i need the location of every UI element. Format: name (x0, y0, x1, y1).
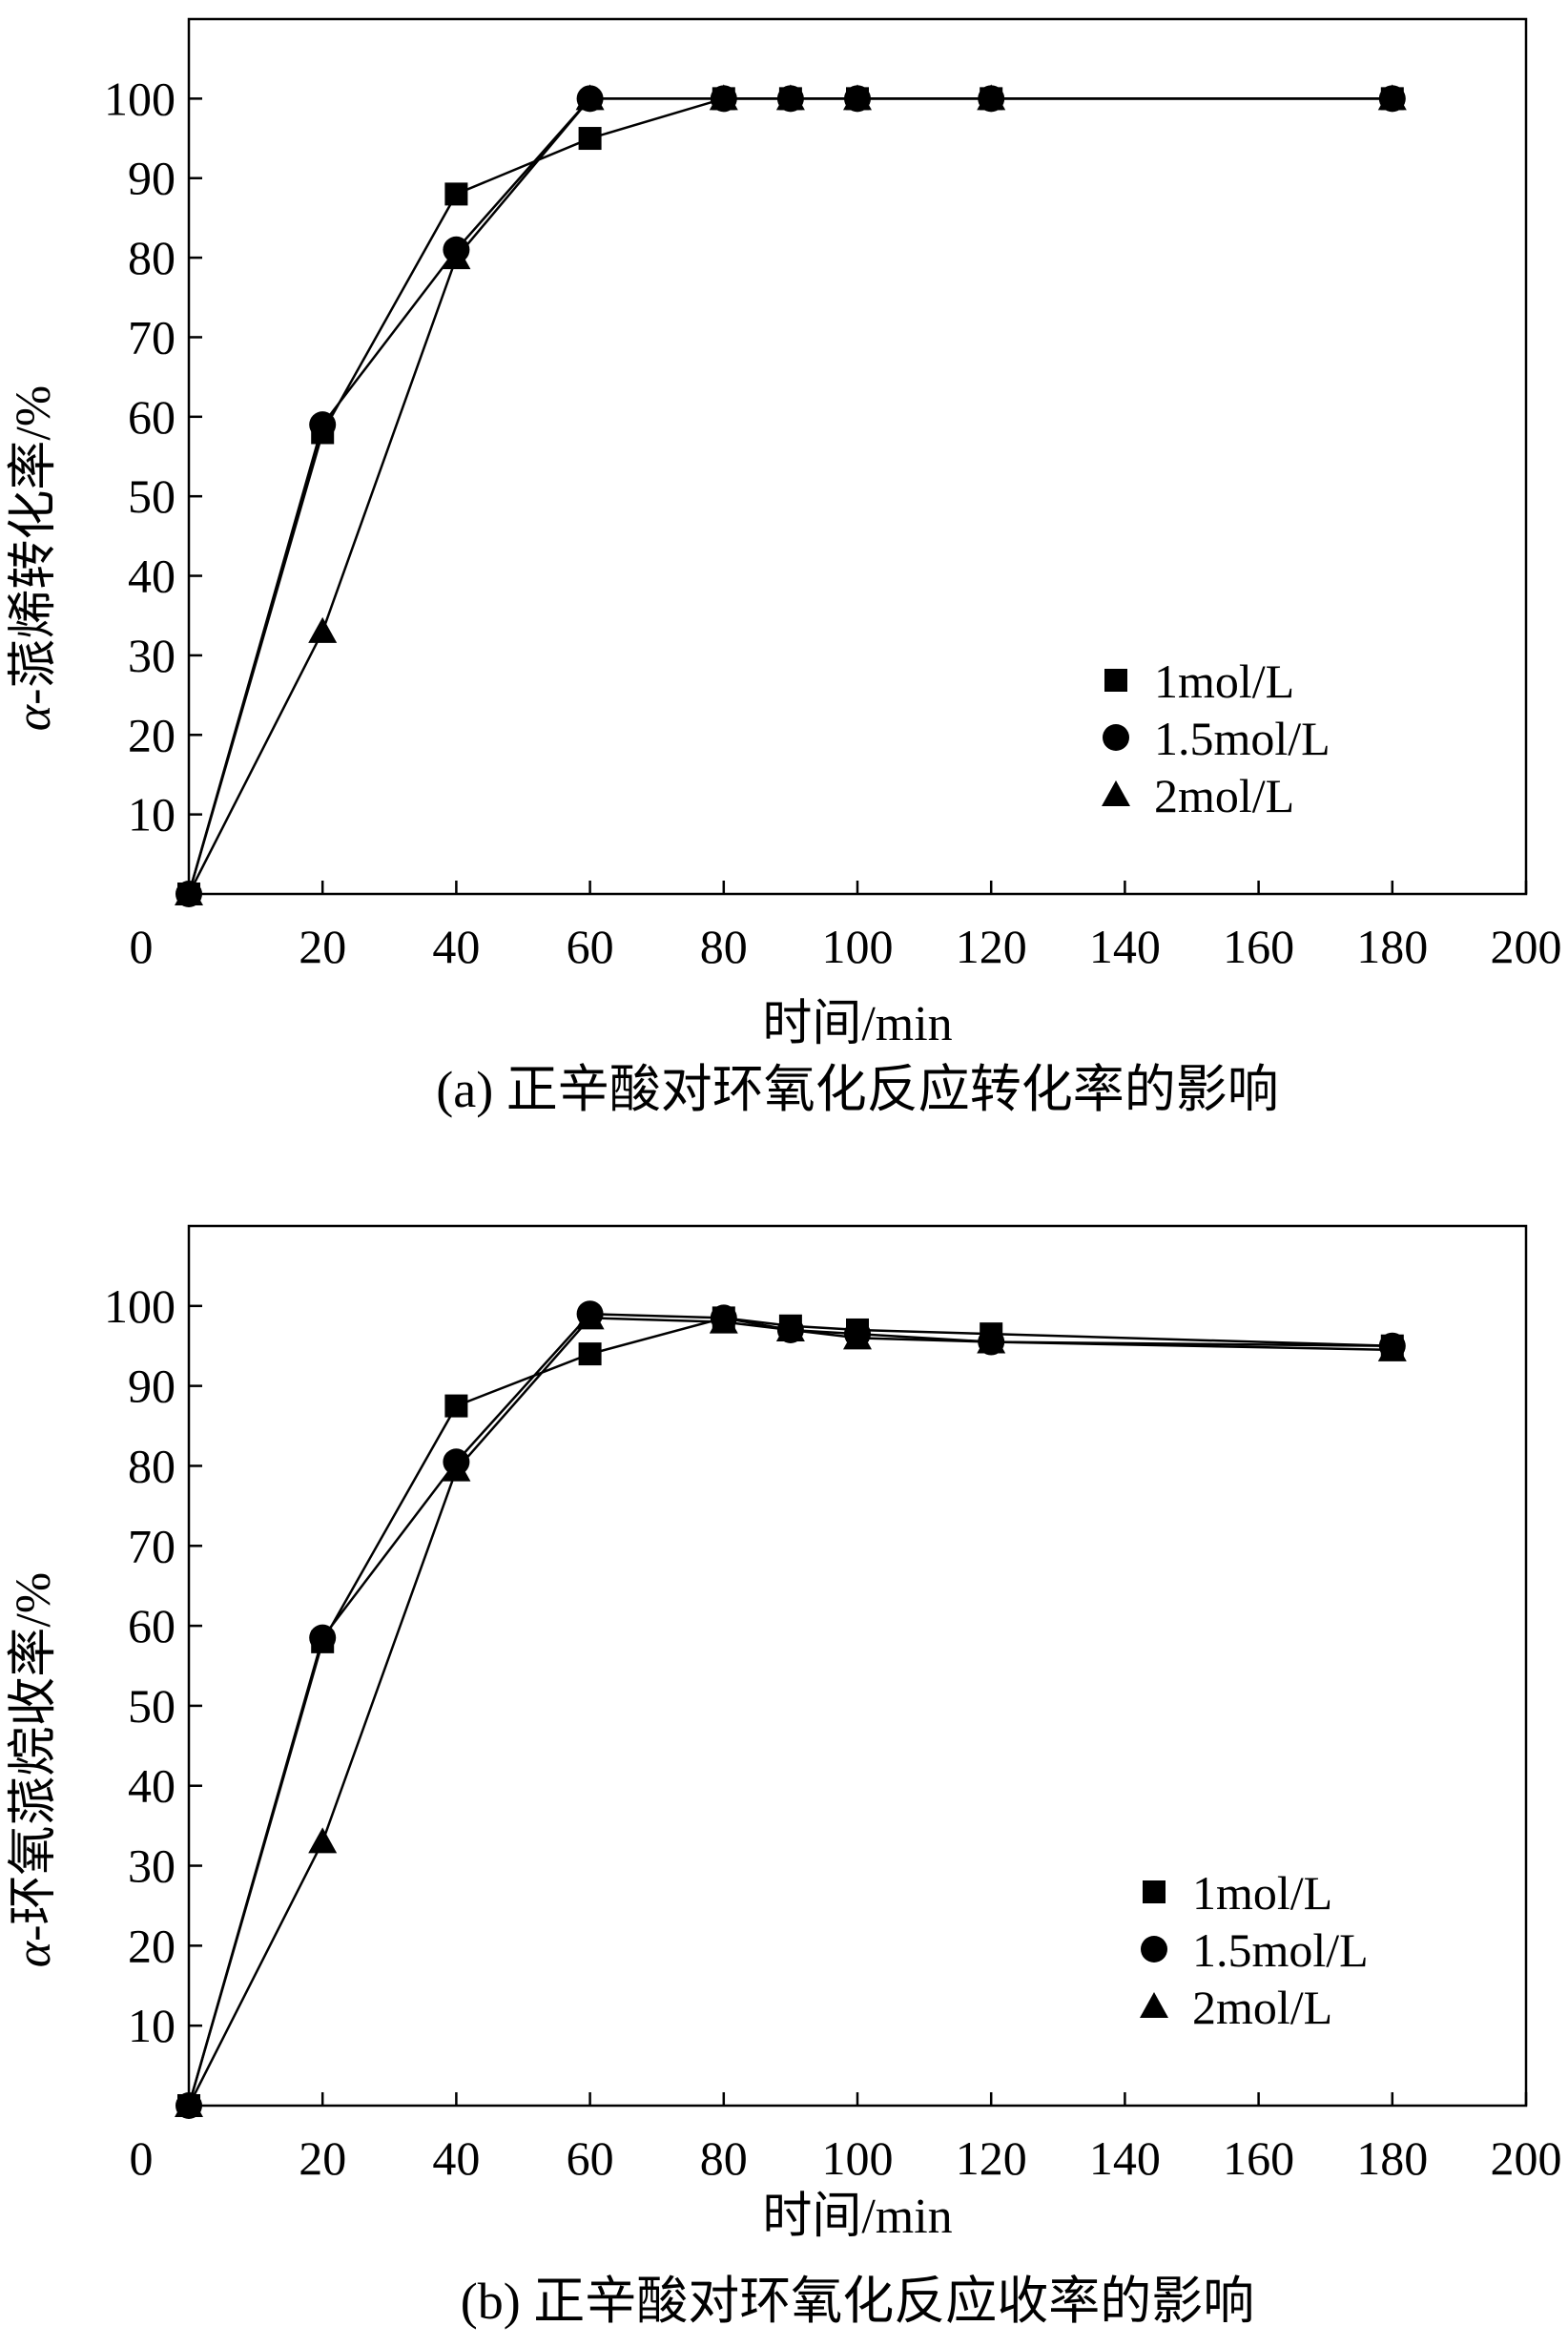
yield-legend-marker-circle (1141, 1936, 1167, 1963)
yield-y-tick-label: 30 (128, 1839, 175, 1893)
yield-plot-area: 10 20 30 40 50 60 70 80 90 100 20 40 60 80 100 120 140 16… (104, 1224, 1562, 2185)
conversion-point-triangle (709, 84, 738, 111)
conversion-y-tick-label: 100 (104, 72, 175, 125)
conversion-legend-marker-circle (1103, 724, 1129, 751)
conversion-x-axis-title: 时间/min (762, 997, 952, 1051)
conversion-point-triangle (442, 243, 471, 270)
yield-x-tick-label: 140 (1089, 2131, 1161, 2185)
conversion-y-axis-title-prefix: α (7, 703, 61, 731)
yield-point-triangle (1377, 1335, 1407, 1361)
conversion-y-tick-label: 50 (128, 469, 175, 523)
yield-point-triangle (977, 1327, 1006, 1354)
yield-y-tick-label: 50 (128, 1679, 175, 1733)
yield-legend-label: 1.5mol/L (1192, 1923, 1369, 1977)
yield-y-axis-title-prefix: α (7, 1940, 61, 1967)
conversion-point-triangle (977, 84, 1006, 111)
yield-chart: 10 20 30 40 50 60 70 80 90 100 20 40 60 80 100 120 140 16… (7, 1224, 1562, 2330)
conversion-x-tick-label: 180 (1356, 920, 1428, 973)
conversion-point-triangle (308, 616, 338, 643)
yield-x-tick-label: 160 (1223, 2131, 1294, 2185)
yield-point-triangle (575, 1303, 605, 1330)
conversion-x-tick-label: 120 (956, 920, 1027, 973)
conversion-legend-label: 2mol/L (1154, 769, 1294, 822)
conversion-point-square (578, 127, 602, 151)
yield-point-square (444, 1394, 468, 1418)
conversion-y-tick-label: 40 (128, 550, 175, 603)
conversion-point-square (444, 182, 468, 206)
yield-x-tick-label: 180 (1356, 2131, 1428, 2185)
conversion-x-tick-label: 80 (700, 920, 748, 973)
yield-point-triangle (308, 1827, 338, 1854)
conversion-legend-marker-square (1104, 669, 1127, 692)
yield-y-tick-label: 60 (128, 1599, 175, 1652)
conversion-x-tick-label: 100 (822, 920, 894, 973)
yield-x-tick-label: 40 (432, 2131, 480, 2185)
yield-y-tick-label: 40 (128, 1759, 175, 1813)
conversion-y-axis-title-rest: -蒎烯转化率/% (7, 385, 61, 705)
yield-point-triangle (709, 1307, 738, 1334)
conversion-y-tick-label: 70 (128, 310, 175, 363)
yield-legend-label: 2mol/L (1192, 1981, 1332, 2034)
conversion-y-tick-label: 80 (128, 231, 175, 284)
yield-x-tick-label: 120 (956, 2131, 1027, 2185)
conversion-y-tick-label: 20 (128, 708, 175, 761)
yield-y-tick-label: 70 (128, 1519, 175, 1572)
yield-y-axis-title: α-环氧蒎烷收率/% (7, 1572, 61, 1967)
conversion-point-triangle (775, 84, 805, 111)
conversion-x-tick-label: 40 (432, 920, 480, 973)
conversion-chart-caption: (a) 正辛酸对环氧化反应转化率的影响 (436, 1061, 1278, 1118)
yield-x-tick-label: 80 (700, 2131, 748, 2185)
yield-point-square (578, 1342, 602, 1366)
conversion-x-tick-label: 160 (1223, 920, 1294, 973)
conversion-x-tick-label: 140 (1089, 920, 1161, 973)
yield-y-tick-label: 20 (128, 1919, 175, 1972)
yield-x-axis-title: 时间/min (762, 2190, 952, 2244)
yield-y-tick-label: 80 (128, 1439, 175, 1492)
conversion-legend-marker-triangle (1102, 780, 1130, 806)
yield-y-tick-label: 90 (128, 1360, 175, 1413)
conversion-origin-label: 0 (130, 920, 154, 973)
yield-legend-marker-triangle (1140, 1992, 1168, 2018)
yield-x-tick-label: 60 (567, 2131, 614, 2185)
yield-y-tick-label: 10 (128, 1999, 175, 2052)
conversion-point-triangle (1377, 84, 1407, 111)
conversion-x-tick-label: 60 (567, 920, 614, 973)
yield-point-triangle (442, 1455, 471, 1482)
yield-origin-label: 0 (130, 2131, 154, 2185)
conversion-legend-label: 1mol/L (1154, 654, 1294, 708)
yield-y-tick-label: 100 (104, 1279, 175, 1333)
yield-x-tick-label: 200 (1491, 2131, 1562, 2185)
conversion-y-axis-title: α-蒎烯转化率/% (7, 385, 61, 731)
conversion-plot-area: 10 20 30 40 50 60 70 80 90 100 20 40 60 80 100 120 140 16… (104, 17, 1562, 973)
yield-legend-marker-square (1143, 1880, 1166, 1903)
conversion-chart: 10 20 30 40 50 60 70 80 90 100 20 40 60 80 100 120 140 16… (7, 17, 1562, 1118)
conversion-point-triangle (843, 84, 872, 111)
conversion-y-tick-label: 10 (128, 788, 175, 841)
conversion-y-tick-label: 90 (128, 152, 175, 205)
conversion-x-tick-label: 200 (1491, 920, 1562, 973)
yield-x-tick-label: 100 (822, 2131, 894, 2185)
conversion-point-triangle (175, 880, 203, 905)
yield-point-triangle (175, 2091, 203, 2117)
yield-point-triangle (843, 1323, 872, 1350)
yield-chart-caption: (b) 正辛酸对环氧化反应收率的影响 (461, 2273, 1254, 2330)
conversion-point-circle (309, 411, 337, 439)
conversion-point-triangle (575, 84, 605, 111)
yield-x-tick-label: 20 (299, 2131, 346, 2185)
yield-legend-label: 1mol/L (1192, 1866, 1332, 1920)
conversion-legend-label: 1.5mol/L (1154, 712, 1331, 765)
yield-point-triangle (775, 1315, 805, 1341)
yield-y-axis-title-rest: -环氧蒎烷收率/% (7, 1572, 61, 1942)
conversion-y-tick-label: 30 (128, 629, 175, 682)
conversion-x-tick-label: 20 (299, 920, 346, 973)
yield-point-circle (309, 1624, 337, 1651)
conversion-y-tick-label: 60 (128, 390, 175, 444)
